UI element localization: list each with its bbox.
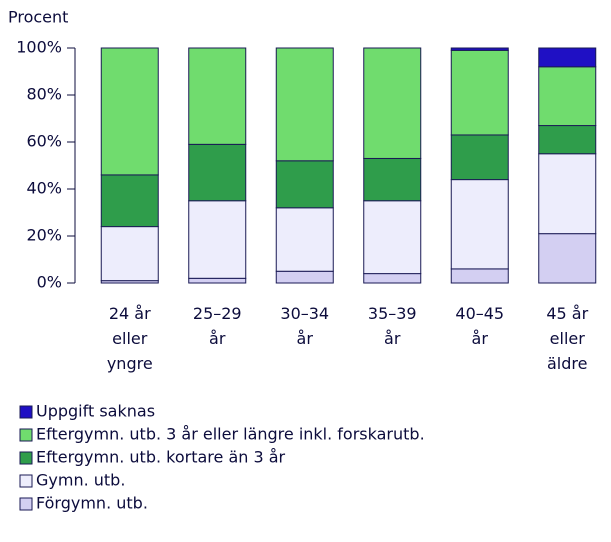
legend-label: Eftergymn. utb. kortare än 3 år [36, 448, 286, 467]
bar-segment [450, 134, 509, 181]
bar-segment [188, 47, 247, 145]
y-tick-label: 80% [26, 85, 62, 104]
bar-segment [275, 47, 334, 162]
legend-swatch [19, 474, 33, 488]
bar-segment [450, 47, 509, 51]
bar-segment [100, 226, 159, 282]
bar-segment [100, 174, 159, 228]
bar-segment [188, 200, 247, 279]
bar-segment [100, 47, 159, 176]
bar-segment [188, 143, 247, 202]
x-tick-label: 35–39 år [368, 304, 417, 348]
bar-segment [538, 153, 597, 235]
y-tick-label: 100% [16, 38, 62, 57]
x-tick-label: 40–45 år [455, 304, 504, 348]
legend-label: Uppgift saknas [36, 402, 155, 421]
bar-segment [275, 207, 334, 272]
x-tick-label: 45 år eller äldre [546, 304, 588, 373]
x-tick-label: 30–34 år [280, 304, 329, 348]
bar-segment [363, 200, 422, 275]
bar-segment [450, 49, 509, 136]
bar-segment [275, 270, 334, 284]
bar-segment [538, 66, 597, 127]
bar-segment [538, 125, 597, 155]
legend-label: Eftergymn. utb. 3 år eller längre inkl. … [36, 425, 425, 444]
bar-segment [538, 47, 597, 68]
x-tick-label: 25–29 år [193, 304, 242, 348]
x-tick-label: 24 år eller yngre [107, 304, 153, 373]
legend-label: Förgymn. utb. [36, 494, 148, 513]
legend-swatch [19, 405, 33, 419]
y-tick-label: 60% [26, 132, 62, 151]
legend-swatch [19, 451, 33, 465]
bar-segment [363, 157, 422, 202]
bar-segment [450, 268, 509, 284]
legend-swatch [19, 428, 33, 442]
y-tick-label: 40% [26, 179, 62, 198]
bar-segment [450, 179, 509, 270]
bar-segment [188, 277, 247, 284]
y-axis-label: Procent [8, 8, 68, 27]
bar-segment [275, 160, 334, 209]
y-tick-label: 0% [37, 273, 62, 292]
bar-segment [363, 273, 422, 284]
legend-label: Gymn. utb. [36, 471, 125, 490]
bar-segment [363, 47, 422, 159]
bar-segment [538, 233, 597, 284]
legend-swatch [19, 497, 33, 511]
y-tick-label: 20% [26, 226, 62, 245]
